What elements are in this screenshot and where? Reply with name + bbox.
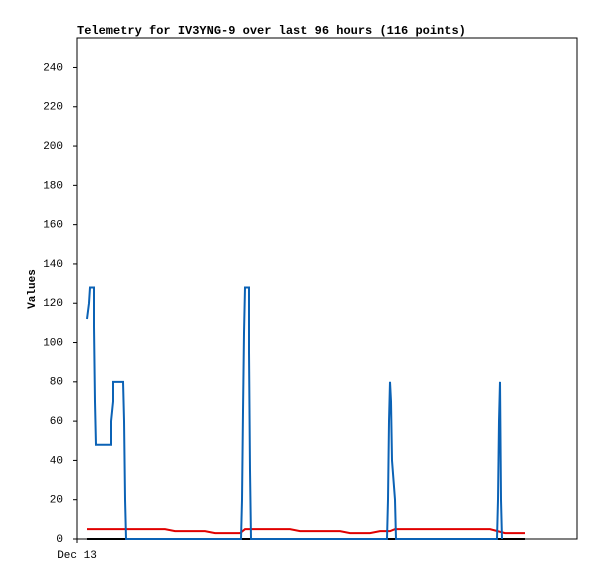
chart-title: Telemetry for IV3YNG-9 over last 96 hour… — [77, 24, 466, 38]
y-tick-label: 0 — [56, 534, 63, 546]
series-line — [87, 528, 525, 535]
y-tick-label: 60 — [50, 416, 63, 428]
y-tick-label: 220 — [43, 102, 63, 114]
y-tick-label: 20 — [50, 495, 63, 507]
y-tick-label: 140 — [43, 259, 63, 271]
x-tick-label: Dec 13 — [57, 550, 97, 562]
y-tick-label: 180 — [43, 180, 63, 192]
y-tick-label: 240 — [43, 62, 63, 74]
y-tick-label: 100 — [43, 337, 63, 349]
y-tick-label: 120 — [43, 298, 63, 310]
y-axis-label: Values — [27, 269, 39, 309]
y-tick-label: 80 — [50, 377, 63, 389]
plot-frame — [76, 37, 578, 540]
series-line — [86, 286, 503, 540]
y-tick-label: 200 — [43, 141, 63, 153]
y-tick-label: 160 — [43, 220, 63, 232]
y-tick-label: 40 — [50, 455, 63, 467]
